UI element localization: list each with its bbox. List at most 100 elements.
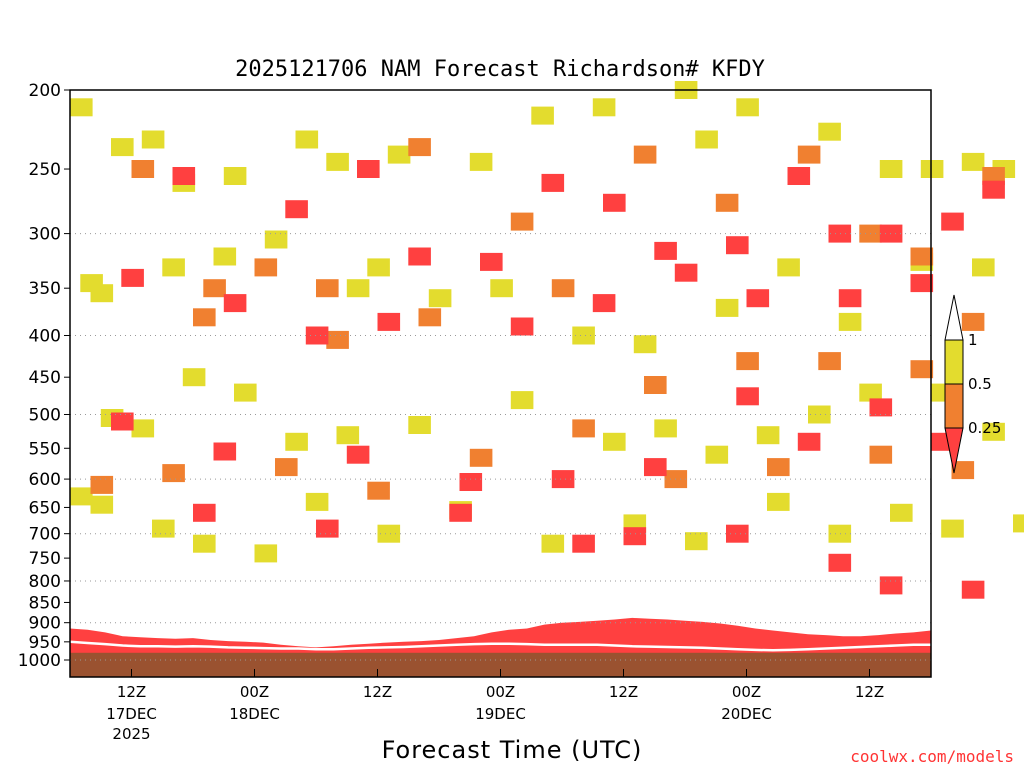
cell-yellow — [541, 534, 565, 553]
legend-level-label: 0.5 — [968, 375, 992, 393]
x-tick-label-hour: 00Z — [732, 683, 761, 701]
cell-yellow — [90, 495, 114, 514]
cell-red — [357, 160, 380, 178]
cell-orange — [982, 167, 1005, 185]
cell-red — [316, 519, 339, 538]
cell-orange — [633, 145, 657, 164]
y-tick-label: 300 — [29, 225, 61, 245]
y-tick-label: 750 — [29, 549, 61, 569]
cell-yellow — [767, 492, 790, 511]
cell-yellow — [346, 279, 370, 298]
cell-red — [346, 445, 370, 464]
cell-red — [459, 473, 483, 491]
legend-level-label: 0.25 — [968, 419, 1001, 437]
cell-red — [828, 224, 852, 243]
cell-red — [644, 458, 667, 477]
cell-orange — [316, 279, 339, 298]
legend-red-triangle — [944, 427, 964, 474]
y-tick-label: 1000 — [18, 651, 61, 671]
cell-red — [941, 212, 964, 231]
cell-red — [603, 193, 626, 212]
heatmap-cells-orange — [90, 138, 1005, 500]
cell-red — [961, 580, 985, 599]
cell-yellow — [510, 391, 534, 410]
cell-yellow — [1013, 514, 1024, 533]
cell-orange — [910, 360, 934, 379]
cell-orange — [90, 475, 114, 494]
cell-yellow — [808, 405, 831, 424]
cell-red — [674, 263, 698, 282]
cell-yellow — [326, 152, 349, 171]
y-tick-label: 650 — [29, 498, 61, 518]
y-tick-label: 550 — [29, 439, 61, 459]
cell-red — [377, 312, 401, 331]
y-tick-label: 850 — [29, 593, 61, 613]
y-tick-label: 350 — [29, 279, 61, 299]
cell-red — [572, 534, 595, 553]
surface-layer — [69, 617, 931, 677]
cell-yellow — [633, 335, 657, 354]
heatmap-cells-red — [111, 160, 1005, 599]
legend: 1 0.5 0.25 — [944, 294, 1001, 474]
cell-orange — [162, 464, 185, 483]
cell-orange — [818, 352, 841, 371]
cell-yellow — [654, 419, 677, 438]
cell-yellow — [592, 98, 616, 117]
cell-orange — [551, 279, 575, 298]
cell-yellow — [141, 130, 165, 149]
x-tick-label-date: 18DEC — [229, 705, 280, 723]
y-tick-label: 950 — [29, 633, 61, 653]
legend-level-label: 1 — [968, 331, 978, 349]
cell-orange — [275, 458, 298, 477]
cell-yellow — [859, 383, 882, 402]
cell-orange — [869, 445, 893, 464]
x-tick-label-hour: 12Z — [117, 683, 146, 701]
cell-yellow — [162, 258, 185, 277]
cell-orange — [715, 193, 739, 212]
cell-yellow — [336, 426, 360, 445]
cell-yellow — [695, 130, 718, 149]
cell-yellow — [111, 138, 134, 157]
cell-yellow — [715, 298, 739, 317]
cell-orange — [951, 461, 975, 480]
cell-orange — [910, 247, 934, 266]
cell-yellow — [70, 487, 93, 506]
cell-yellow — [572, 326, 595, 345]
cell-red — [746, 289, 770, 308]
cell-red — [592, 294, 616, 313]
cell-yellow — [469, 152, 493, 171]
cell-yellow — [531, 106, 554, 125]
cell-orange — [736, 352, 759, 371]
cell-yellow — [234, 383, 257, 402]
cell-yellow — [295, 130, 319, 149]
cell-red — [541, 173, 565, 192]
cell-orange — [767, 458, 790, 477]
cell-red — [223, 294, 247, 313]
cell-yellow — [254, 544, 278, 563]
x-tick-label-hour: 00Z — [486, 683, 515, 701]
cell-red — [213, 442, 237, 461]
cell-yellow — [982, 422, 1005, 441]
x-tick-label-date: 20DEC — [721, 705, 772, 723]
y-tick-label: 200 — [29, 81, 61, 101]
cell-red — [510, 317, 534, 336]
cell-yellow — [961, 152, 985, 171]
cell-orange — [203, 279, 226, 298]
cell-red — [623, 527, 647, 546]
cell-yellow — [818, 122, 841, 141]
cell-orange — [193, 308, 216, 327]
cell-red — [285, 200, 308, 219]
cell-red — [111, 412, 134, 431]
cell-yellow — [264, 230, 288, 249]
legend-orange-bin — [944, 383, 964, 429]
cell-yellow — [828, 524, 852, 543]
y-tick-label: 450 — [29, 368, 61, 388]
cell-red — [726, 236, 749, 255]
cell-yellow — [490, 279, 513, 298]
cell-yellow — [408, 416, 431, 434]
cell-red — [480, 252, 503, 271]
cell-red — [838, 289, 862, 308]
cell-red — [879, 224, 903, 243]
cell-red — [654, 241, 677, 260]
